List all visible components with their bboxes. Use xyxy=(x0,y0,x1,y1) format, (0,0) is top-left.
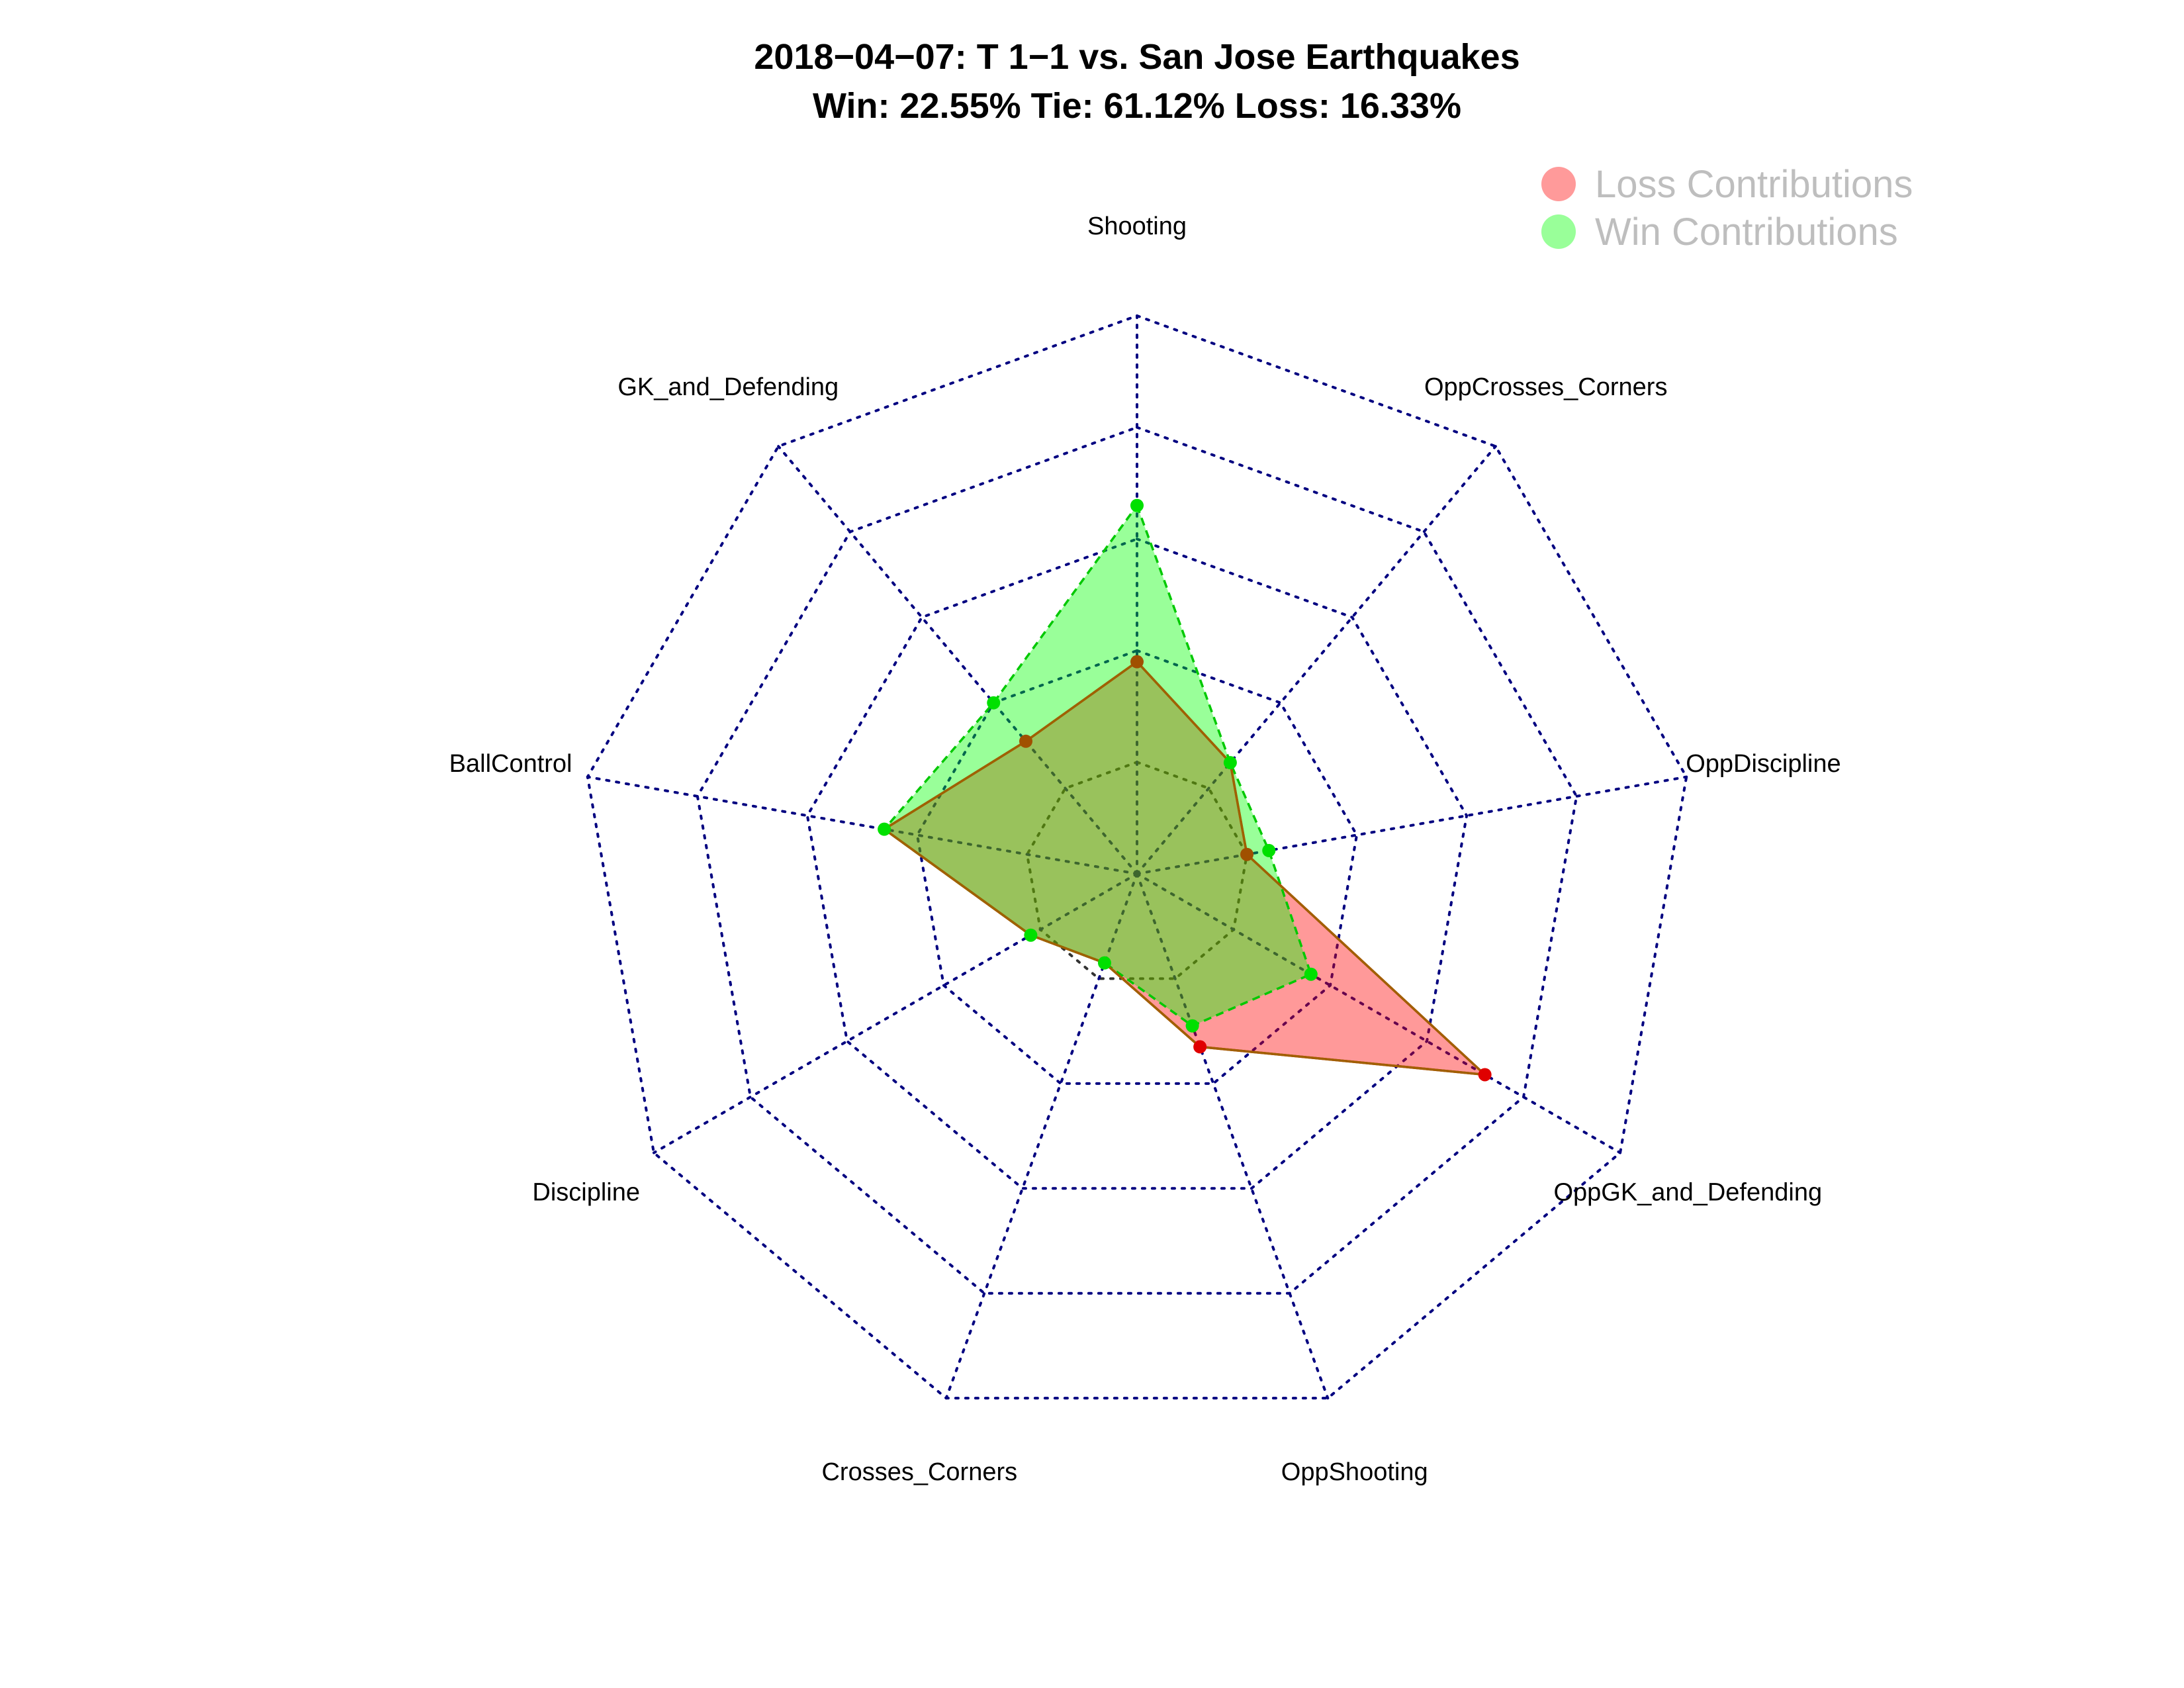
point-loss-5 xyxy=(1193,1040,1207,1054)
radar-series xyxy=(882,502,1488,1076)
point-loss-6 xyxy=(1097,956,1111,970)
point-loss-1 xyxy=(1130,655,1144,669)
series-polygon-win xyxy=(882,502,1312,1027)
grid-spoke-2 xyxy=(1136,445,1497,875)
grid-ring-5 xyxy=(586,314,1688,1400)
axis-label-gk-and-defending: GK_and_Defending xyxy=(617,373,839,401)
point-win-9 xyxy=(987,696,1001,710)
radar-points xyxy=(878,498,1492,1082)
series-outline-loss xyxy=(882,660,1488,1076)
axis-labels: Shooting OppCrosses_Corners OppDiscipline O… xyxy=(449,212,1841,1486)
point-loss-7 xyxy=(1024,928,1038,942)
legend: Loss Contributions Win Contributions xyxy=(1541,163,1913,254)
axis-label-crosses-corners: Crosses_Corners xyxy=(821,1458,1017,1486)
point-win-4 xyxy=(1304,967,1318,981)
grid-ring-3 xyxy=(805,538,1469,1190)
legend-label-win: Win Contributions xyxy=(1595,211,1898,254)
grid-spoke-3 xyxy=(1136,775,1688,875)
axis-label-oppgk-and-defending: OppGK_and_Defending xyxy=(1553,1179,1822,1207)
chart-title: 2018−04−07: T 1−1 vs. San Jose Earthquak… xyxy=(754,37,1520,77)
point-loss-4 xyxy=(1478,1068,1492,1082)
grid-ring-4 xyxy=(696,426,1578,1295)
point-loss-8 xyxy=(878,822,891,836)
grid-ring-2 xyxy=(915,649,1359,1085)
grid-spoke-9 xyxy=(777,445,1138,875)
axis-label-shooting: Shooting xyxy=(1087,212,1187,240)
axis-label-oppshooting: OppShooting xyxy=(1281,1458,1428,1486)
chart-subtitle: Win: 22.55% Tie: 61.12% Loss: 16.33% xyxy=(813,86,1461,126)
point-win-5 xyxy=(1185,1019,1199,1033)
legend-marker-win xyxy=(1541,214,1576,249)
grid-spoke-4 xyxy=(1136,872,1622,1154)
grid-spoke-7 xyxy=(652,872,1138,1154)
legend-label-loss: Loss Contributions xyxy=(1595,163,1913,206)
point-loss-9 xyxy=(1019,734,1033,748)
point-loss-2 xyxy=(1223,756,1237,770)
axis-label-discipline: Discipline xyxy=(532,1179,640,1207)
axis-label-oppcrosses-corners: OppCrosses_Corners xyxy=(1424,373,1667,401)
point-loss-3 xyxy=(1240,847,1254,861)
point-win-3 xyxy=(1262,843,1276,857)
legend-marker-loss xyxy=(1541,167,1576,201)
point-win-1 xyxy=(1130,498,1144,512)
grid-spoke-8 xyxy=(586,775,1138,875)
axis-label-oppdiscipline: OppDiscipline xyxy=(1686,750,1841,778)
grid-spoke-5 xyxy=(1136,872,1330,1400)
axis-label-ballcontrol: BallControl xyxy=(449,750,572,778)
